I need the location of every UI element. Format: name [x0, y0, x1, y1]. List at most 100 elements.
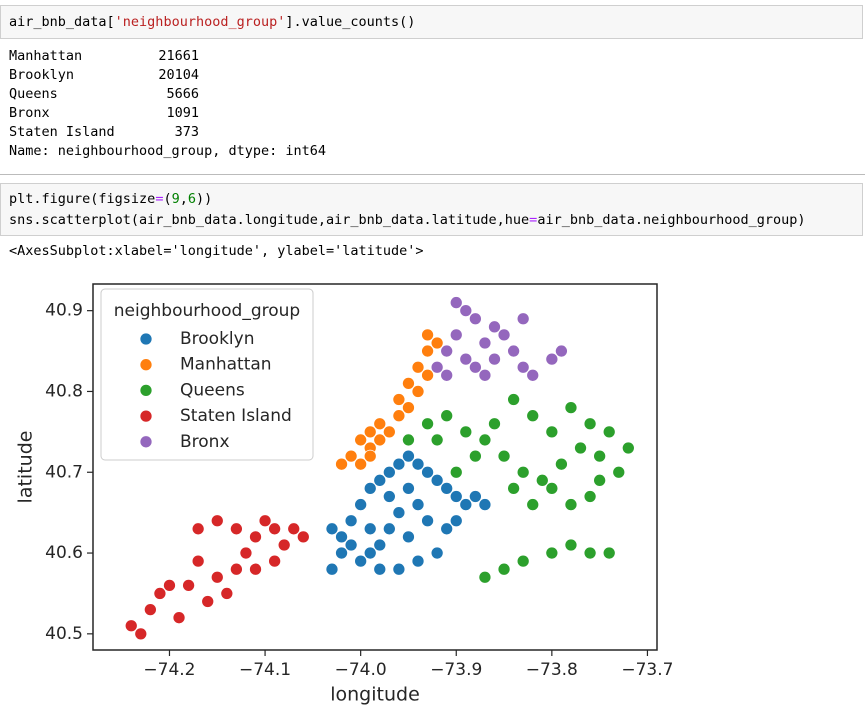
point: [602, 546, 616, 560]
point: [344, 449, 358, 463]
point: [545, 482, 559, 495]
row-value: 5666: [166, 86, 199, 102]
code-cell[interactable]: air_bnb_data['neighbourhood_group'].valu…: [0, 5, 863, 39]
point: [382, 522, 396, 536]
point: [555, 457, 568, 471]
y-tick-label: 40.6: [45, 543, 83, 563]
legend-marker: [139, 435, 153, 449]
point: [421, 417, 434, 431]
point: [354, 433, 368, 447]
point: [411, 554, 425, 568]
row-value: 373: [174, 124, 199, 140]
point: [545, 352, 559, 366]
point: [430, 546, 444, 560]
point: [220, 587, 234, 600]
cell-separator: [0, 174, 865, 175]
point: [440, 368, 454, 382]
point: [210, 570, 224, 584]
point: [449, 296, 463, 309]
code-cell[interactable]: plt.figure(figsize=(9,6)) sns.scatterplot…: [0, 183, 863, 236]
point: [516, 465, 530, 479]
point: [602, 425, 616, 439]
code-line: sns.scatterplot(air_bnb_data.longitude,a…: [9, 212, 806, 228]
point: [478, 433, 492, 447]
point: [507, 344, 520, 358]
point: [583, 490, 597, 503]
point: [144, 603, 157, 616]
point: [593, 449, 606, 463]
point: [344, 538, 358, 552]
point: [430, 336, 444, 350]
point: [612, 465, 626, 479]
point: [354, 554, 368, 568]
point: [287, 522, 301, 536]
legend-frame: [100, 288, 314, 461]
y-tick-label: 40.7: [45, 462, 83, 482]
point: [268, 554, 281, 568]
scatter-chart: −74.2 −74.1 −74.0 −73.9 −73.8 −73.7 40.5 40.6 40…: [15, 283, 673, 706]
point: [593, 473, 606, 487]
point: [421, 514, 434, 528]
point: [210, 514, 224, 528]
point: [335, 530, 348, 544]
point: [478, 570, 492, 584]
point: [440, 409, 454, 423]
point: [354, 457, 368, 471]
point: [354, 498, 368, 511]
point: [430, 433, 444, 447]
row-value: 1091: [166, 105, 199, 121]
point: [469, 490, 482, 503]
row-label: Brooklyn: [9, 67, 75, 83]
point: [172, 611, 186, 625]
point: [411, 385, 425, 398]
point: [535, 473, 549, 487]
point: [201, 595, 215, 608]
point: [449, 328, 463, 342]
output-row: Manhattan 21661: [9, 47, 199, 66]
point: [249, 562, 262, 576]
point: [392, 506, 406, 519]
point: [258, 514, 272, 528]
point: [478, 336, 492, 350]
point: [344, 514, 358, 528]
point: [373, 433, 387, 447]
legend-label: Bronx: [180, 432, 230, 452]
cell-output: <AxesSubplot:xlabel='longitude', ylabel=…: [9, 243, 424, 259]
point: [430, 360, 444, 374]
point: [382, 490, 396, 503]
point: [449, 514, 463, 528]
x-tick-label: −74.0: [335, 660, 387, 680]
point: [392, 457, 406, 471]
row-label: Bronx: [9, 105, 50, 121]
point: [382, 425, 396, 439]
code-line: air_bnb_data['neighbourhood_group'].valu…: [9, 14, 416, 30]
x-tick-label: −73.8: [526, 660, 578, 680]
point: [411, 360, 425, 374]
point: [440, 344, 454, 358]
point: [583, 417, 597, 431]
point: [459, 498, 473, 511]
point: [363, 425, 377, 439]
point: [459, 425, 473, 439]
point: [373, 538, 387, 552]
point: [191, 554, 205, 568]
x-tick-label: −73.9: [430, 660, 482, 680]
point: [363, 449, 377, 463]
point: [249, 530, 262, 544]
point: [526, 368, 540, 382]
row-label: Staten Island: [9, 124, 115, 140]
point: [392, 393, 406, 406]
point: [392, 562, 406, 576]
row-label: Manhattan: [9, 48, 83, 64]
row-value: 21661: [158, 48, 199, 64]
x-tick-label: −73.7: [621, 660, 673, 680]
legend-marker: [139, 384, 153, 397]
point: [325, 522, 339, 536]
point: [421, 344, 434, 358]
point: [296, 530, 310, 544]
point: [516, 360, 530, 374]
point: [564, 401, 578, 414]
legend: neighbourhood_group Brooklyn Manhattan Quee…: [100, 288, 314, 461]
point: [402, 482, 415, 495]
